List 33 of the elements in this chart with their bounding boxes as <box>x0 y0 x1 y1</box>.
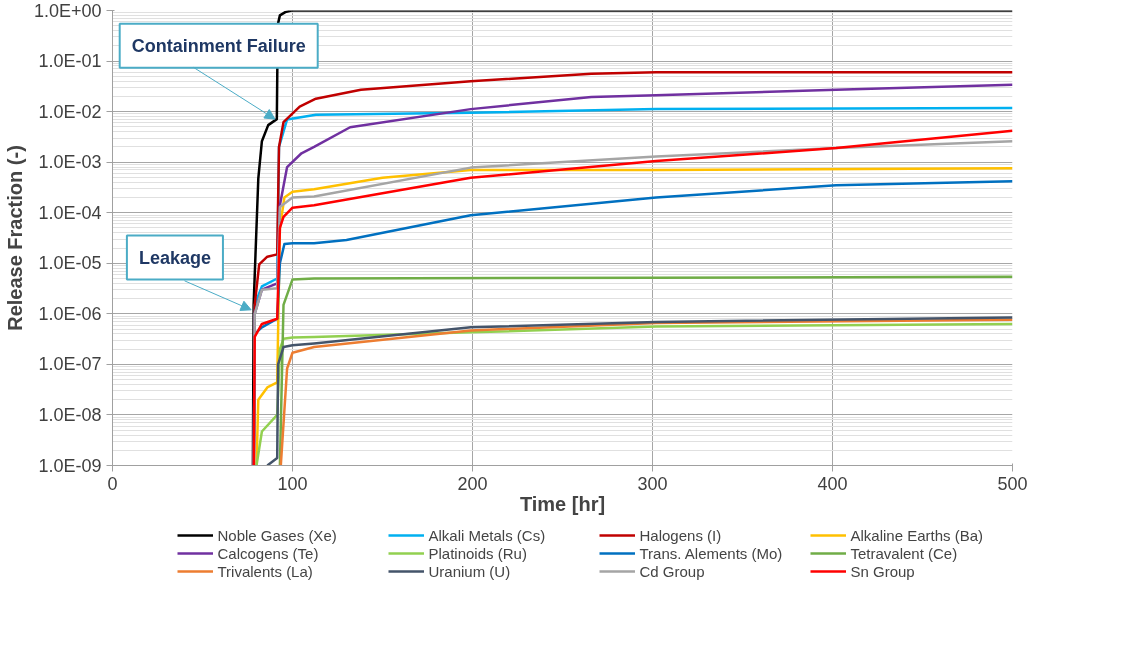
y-tick-label: 1.0E-04 <box>38 202 102 223</box>
y-tick-label: 1.0E-06 <box>38 303 102 324</box>
x-tick-label: 200 <box>457 473 488 494</box>
y-tick-label: 1.0E-09 <box>38 455 102 476</box>
legend-label: Alkaline Earths (Ba) <box>850 526 985 544</box>
annotation: Leakage <box>138 247 211 268</box>
legend-label: Noble Gases (Xe) <box>217 526 338 544</box>
legend-label: Uranium (U) <box>428 562 512 580</box>
y-axis-title: Release Fraction (-) <box>3 145 26 331</box>
y-tick-label: 1.0E-02 <box>38 101 102 122</box>
legend-label: Calcogens (Te) <box>217 544 320 562</box>
annotation: Containment Failure <box>131 35 306 56</box>
x-axis-title: Time [hr] <box>519 492 606 515</box>
legend-label: Tetravalent (Ce) <box>850 544 959 562</box>
legend-label: Sn Group <box>850 562 916 580</box>
x-tick-label: 0 <box>107 473 118 494</box>
legend-label: Platinoids (Ru) <box>428 544 528 562</box>
legend-label: Trans. Alements (Mo) <box>639 544 784 562</box>
line-series <box>278 275 1013 466</box>
y-tick-label: 1.0E-03 <box>38 152 102 173</box>
legend-label: Trivalents (La) <box>217 562 314 580</box>
legend-label: Halogens (I) <box>639 526 723 544</box>
y-tick-label: 1.0E-08 <box>38 404 102 425</box>
y-tick-label: 1.0E-07 <box>38 354 102 375</box>
y-tick-label: 1.0E-01 <box>38 51 102 72</box>
y-tick-label: 1.0E-05 <box>38 253 102 274</box>
x-tick-label: 100 <box>277 473 308 494</box>
x-tick-label: 400 <box>817 473 848 494</box>
legend-label: Alkali Metals (Cs) <box>428 526 547 544</box>
x-tick-label: 300 <box>637 473 668 494</box>
legend-label: Cd Group <box>639 562 706 580</box>
y-tick-label: 1.0E+00 <box>33 0 102 21</box>
x-tick-label: 500 <box>997 473 1028 494</box>
